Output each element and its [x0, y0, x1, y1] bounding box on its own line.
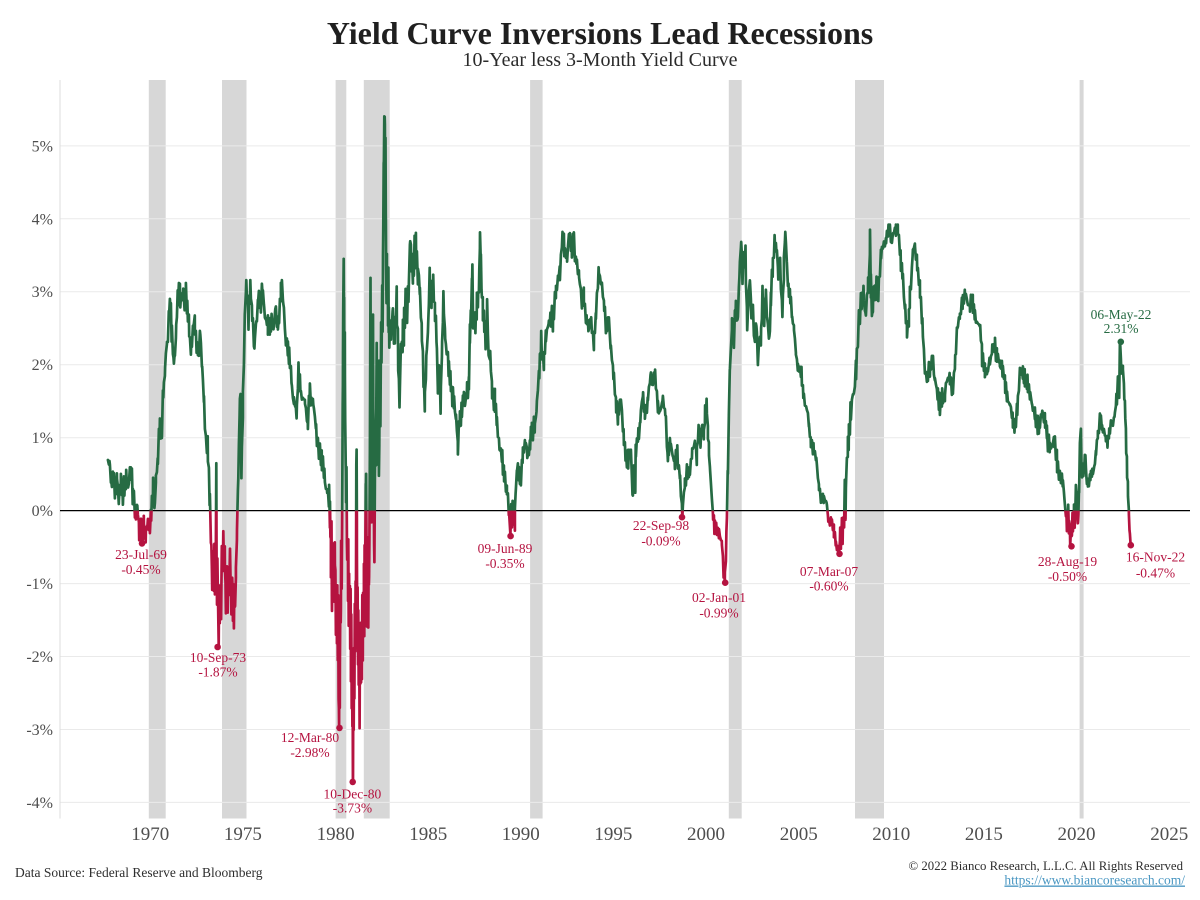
svg-text:1%: 1% [32, 430, 53, 447]
svg-text:1970: 1970 [131, 824, 169, 845]
svg-text:0%: 0% [32, 503, 53, 520]
svg-text:2000: 2000 [687, 824, 725, 845]
svg-text:2%: 2% [32, 357, 53, 374]
svg-text:16-Nov-22: 16-Nov-22 [1126, 550, 1185, 565]
svg-text:2.31%: 2.31% [1104, 321, 1139, 336]
svg-text:-2.98%: -2.98% [290, 745, 329, 760]
svg-text:10-Year less 3-Month Yield Cur: 10-Year less 3-Month Yield Curve [463, 49, 738, 71]
svg-text:-0.45%: -0.45% [121, 562, 160, 577]
svg-text:-4%: -4% [26, 795, 53, 812]
svg-text:1985: 1985 [409, 824, 447, 845]
svg-text:-0.09%: -0.09% [641, 534, 680, 549]
svg-text:28-Aug-19: 28-Aug-19 [1038, 554, 1097, 569]
svg-text:02-Jan-01: 02-Jan-01 [692, 590, 746, 605]
svg-text:Data Source: Federal Reserve a: Data Source: Federal Reserve and Bloombe… [15, 865, 263, 880]
svg-text:2005: 2005 [780, 824, 818, 845]
svg-text:10-Dec-80: 10-Dec-80 [324, 786, 382, 801]
svg-text:2025: 2025 [1150, 824, 1188, 845]
svg-text:1980: 1980 [317, 824, 355, 845]
svg-text:-0.47%: -0.47% [1136, 566, 1175, 581]
svg-text:1975: 1975 [224, 824, 262, 845]
svg-text:-0.35%: -0.35% [485, 556, 524, 571]
svg-text:-0.99%: -0.99% [699, 606, 738, 621]
svg-text:-0.60%: -0.60% [809, 578, 848, 593]
svg-text:1995: 1995 [594, 824, 632, 845]
svg-text:07-Mar-07: 07-Mar-07 [800, 564, 858, 579]
svg-text:-1%: -1% [26, 576, 53, 593]
svg-text:4%: 4% [32, 211, 53, 228]
svg-text:2015: 2015 [965, 824, 1003, 845]
svg-text:5%: 5% [32, 138, 53, 155]
svg-text:23-Jul-69: 23-Jul-69 [115, 547, 167, 562]
svg-text:-3.73%: -3.73% [333, 800, 372, 815]
svg-text:2010: 2010 [872, 824, 910, 845]
svg-text:© 2022 Bianco Research, L.L.C.: © 2022 Bianco Research, L.L.C. All Right… [908, 859, 1183, 873]
svg-text:-2%: -2% [26, 649, 53, 666]
svg-text:https://www.biancoresearch.com: https://www.biancoresearch.com/ [1004, 873, 1185, 888]
svg-text:3%: 3% [32, 284, 53, 301]
svg-text:10-Sep-73: 10-Sep-73 [190, 650, 246, 665]
svg-text:1990: 1990 [502, 824, 540, 845]
svg-text:-1.87%: -1.87% [198, 665, 237, 680]
svg-text:-3%: -3% [26, 722, 53, 739]
svg-text:2020: 2020 [1058, 824, 1096, 845]
svg-text:22-Sep-98: 22-Sep-98 [633, 518, 689, 533]
svg-text:Yield Curve Inversions Lead Re: Yield Curve Inversions Lead Recessions [327, 15, 873, 51]
svg-text:09-Jun-89: 09-Jun-89 [478, 541, 533, 556]
svg-text:06-May-22: 06-May-22 [1091, 307, 1152, 322]
svg-text:12-Mar-80: 12-Mar-80 [281, 730, 339, 745]
svg-text:-0.50%: -0.50% [1048, 569, 1087, 584]
